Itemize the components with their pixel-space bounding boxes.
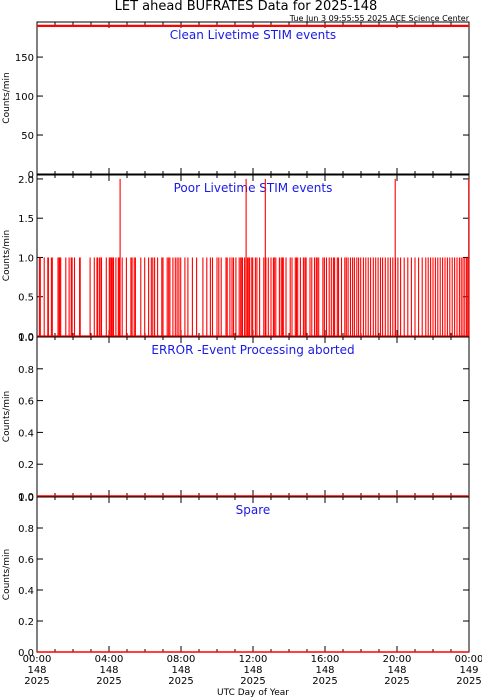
x-tick-label-year: 2025	[312, 676, 337, 687]
y-tick-label: 0.6	[18, 555, 34, 566]
y-tick-label: 100	[15, 92, 34, 103]
x-tick-label-doy: 148	[99, 665, 118, 676]
plot-frame	[36, 21, 470, 175]
y-axis-label: Counts/min	[2, 391, 12, 442]
x-tick-label-time: 16:00	[311, 654, 340, 665]
x-tick-label-time: 20:00	[383, 654, 412, 665]
y-tick-label: 0.0	[18, 648, 34, 659]
panel-title: Poor Livetime STIM events	[174, 181, 333, 195]
x-tick-label-doy: 149	[459, 665, 478, 676]
y-axis-label: Counts/min	[2, 549, 12, 600]
x-tick-label-doy: 148	[27, 665, 46, 676]
x-tick-label-year: 2025	[168, 676, 193, 687]
y-axis-label: Counts/min	[2, 72, 12, 123]
y-tick-label: 0.2	[18, 460, 34, 471]
x-tick-label-time: 12:00	[239, 654, 268, 665]
x-tick-label-year: 2025	[456, 676, 481, 687]
panel-2: 0.0 0.5 1.0 1.5 2.0 Counts/min Poor Livetime S…	[2, 174, 470, 343]
timestamp-label: Tue Jun 3 09:55:55 2025 ACE Science Cent…	[289, 14, 470, 23]
x-tick-label-doy: 148	[315, 665, 334, 676]
x-tick-label-time: 04:00	[95, 654, 124, 665]
y-tick-label: 0.5	[18, 293, 34, 304]
x-tick-label-doy: 148	[387, 665, 406, 676]
plot-frame	[36, 336, 470, 497]
x-tick-label-doy: 148	[243, 665, 262, 676]
y-tick-label: 0.4	[18, 586, 34, 597]
y-tick-label: 0.8	[18, 365, 34, 376]
chart-title: LET ahead BUFRATES Data for 2025-148	[115, 0, 378, 14]
x-tick-label-time: 00:00	[23, 654, 52, 665]
x-tick-label-time: 00:00	[455, 654, 482, 665]
panel-title: ERROR -Event Processing aborted	[151, 343, 354, 357]
x-tick-label-doy: 148	[171, 665, 190, 676]
y-tick-label: 0.0	[18, 332, 34, 343]
y-tick-label: 0.6	[18, 397, 34, 408]
y-tick-label: 50	[21, 131, 34, 142]
y-tick-label: 1.0	[18, 333, 34, 344]
x-tick-label-year: 2025	[384, 676, 409, 687]
y-tick-label: 150	[15, 53, 34, 64]
y-tick-label: 1.5	[18, 214, 34, 225]
y-tick-label: 0.4	[18, 428, 34, 439]
panel-3: 0.0 0.2 0.4 0.6 0.8 1.0 Counts/min ERROR -Event…	[2, 333, 470, 503]
panel-title: Spare	[236, 503, 271, 517]
y-axis-label: Counts/min	[2, 230, 12, 281]
x-axis-labels: 00:00148202504:00148202508:00148202512:0…	[23, 654, 482, 687]
x-tick-label-year: 2025	[24, 676, 49, 687]
x-tick-label-year: 2025	[240, 676, 265, 687]
y-tick-label: 0.8	[18, 524, 34, 535]
y-tick-label: 0.0	[18, 492, 34, 503]
x-tick-label-year: 2025	[96, 676, 121, 687]
x-axis-label: UTC Day of Year	[217, 688, 289, 698]
panel-title: Clean Livetime STIM events	[170, 28, 336, 42]
y-tick-label: 1.0	[18, 253, 34, 264]
x-tick-label-time: 08:00	[167, 654, 196, 665]
y-tick-label: 0	[28, 170, 34, 181]
plot-frame	[36, 496, 470, 653]
y-tick-label: 0.2	[18, 617, 34, 628]
y-tick-label: 2.0	[18, 175, 34, 186]
y-tick-label: 1.0	[18, 493, 34, 504]
panel-4: 0.0 0.2 0.4 0.6 0.8 1.0 Counts/min Spare	[2, 493, 470, 659]
